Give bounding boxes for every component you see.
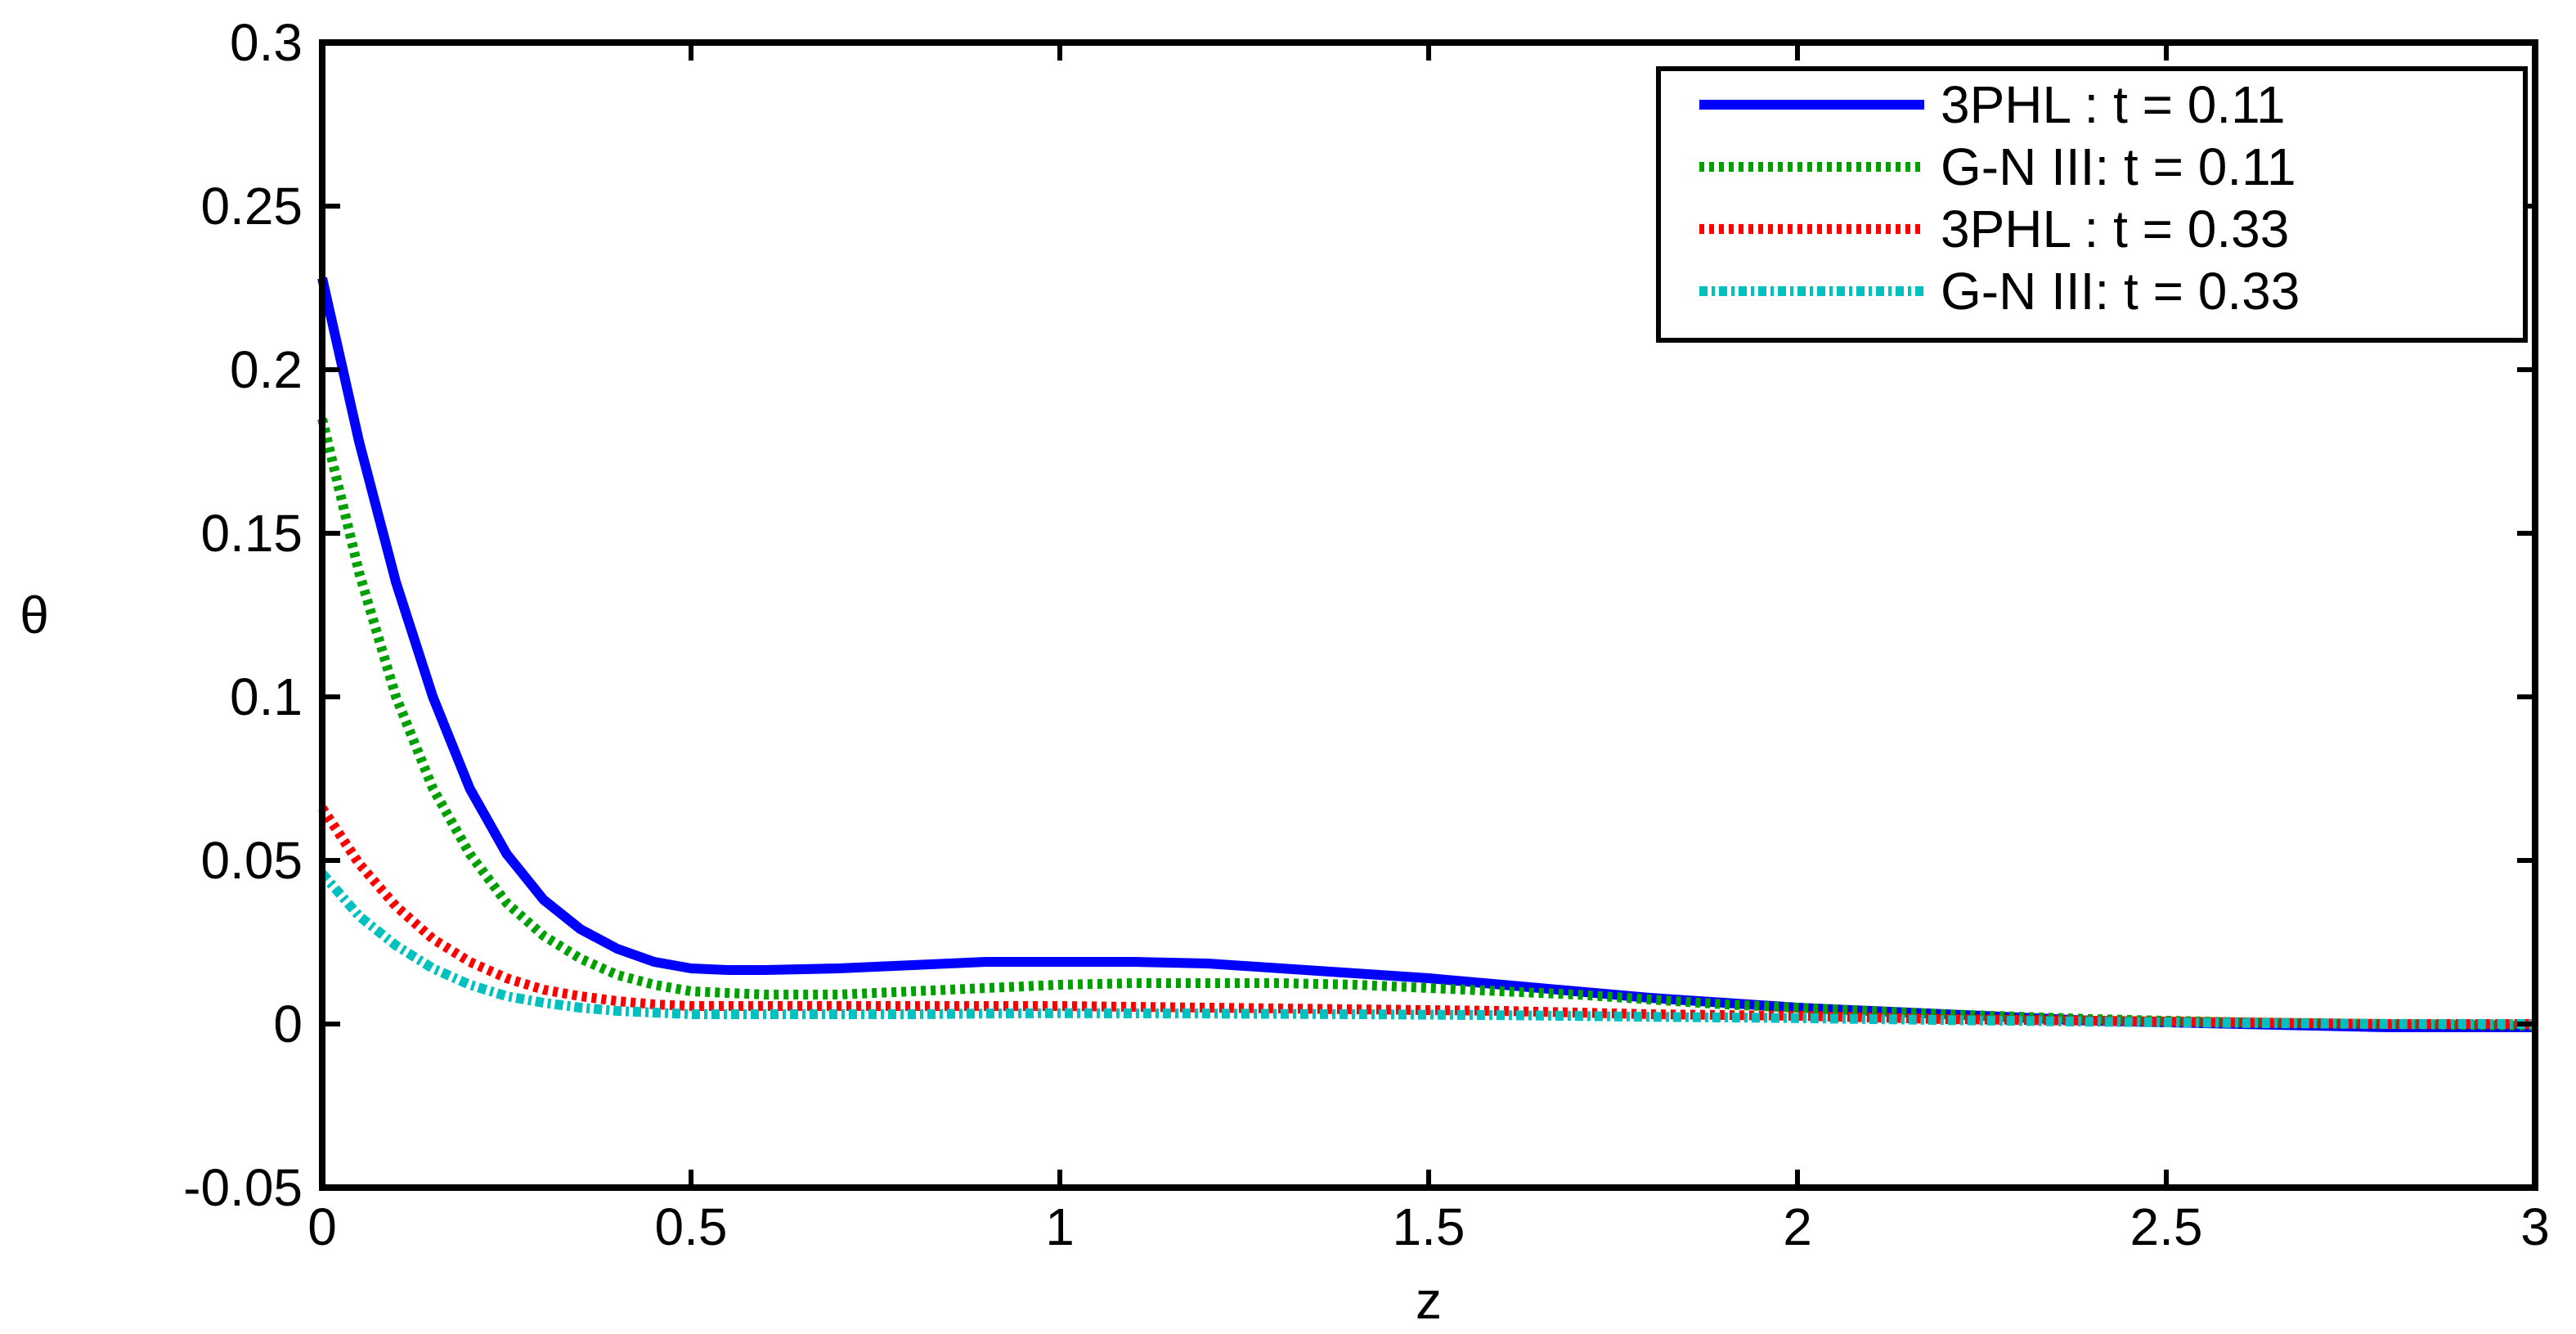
y-tick-label: 0.25 <box>200 177 303 236</box>
x-tick-label: 2 <box>1783 1197 1812 1256</box>
x-tick-label: 2.5 <box>2130 1197 2203 1256</box>
x-tick-label: 0.5 <box>655 1197 728 1256</box>
series-line-1 <box>317 276 2535 1032</box>
x-axis-label: z <box>1416 1271 1442 1330</box>
y-tick-label: 0.15 <box>200 504 303 563</box>
x-tick-label: 1 <box>1045 1197 1075 1256</box>
legend-label-3: 3PHL : t = 0.33 <box>1941 200 2289 258</box>
y-tick-label: 0.3 <box>230 13 303 72</box>
y-tick-label: 0.1 <box>230 667 303 726</box>
y-tick-label: -0.05 <box>183 1158 303 1217</box>
series-line-3 <box>317 805 2535 1029</box>
legend-label-4: G-N III: t = 0.33 <box>1941 262 2300 321</box>
x-tick-label: 0 <box>307 1197 337 1256</box>
series-line-2 <box>317 417 2536 1031</box>
legend-label-2: G-N III: t = 0.11 <box>1941 137 2296 196</box>
legend-label-1: 3PHL : t = 0.11 <box>1941 75 2286 134</box>
y-tick-label: 0.05 <box>200 831 303 890</box>
x-tick-label: 1.5 <box>1393 1197 1465 1256</box>
x-tick-label: 3 <box>2520 1197 2550 1256</box>
series-layer <box>317 276 2536 1032</box>
series-line-4 <box>318 870 2535 1029</box>
y-tick-label: 0 <box>273 995 303 1053</box>
y-axis-label: θ <box>20 586 49 645</box>
y-tick-label: 0.2 <box>230 340 303 399</box>
